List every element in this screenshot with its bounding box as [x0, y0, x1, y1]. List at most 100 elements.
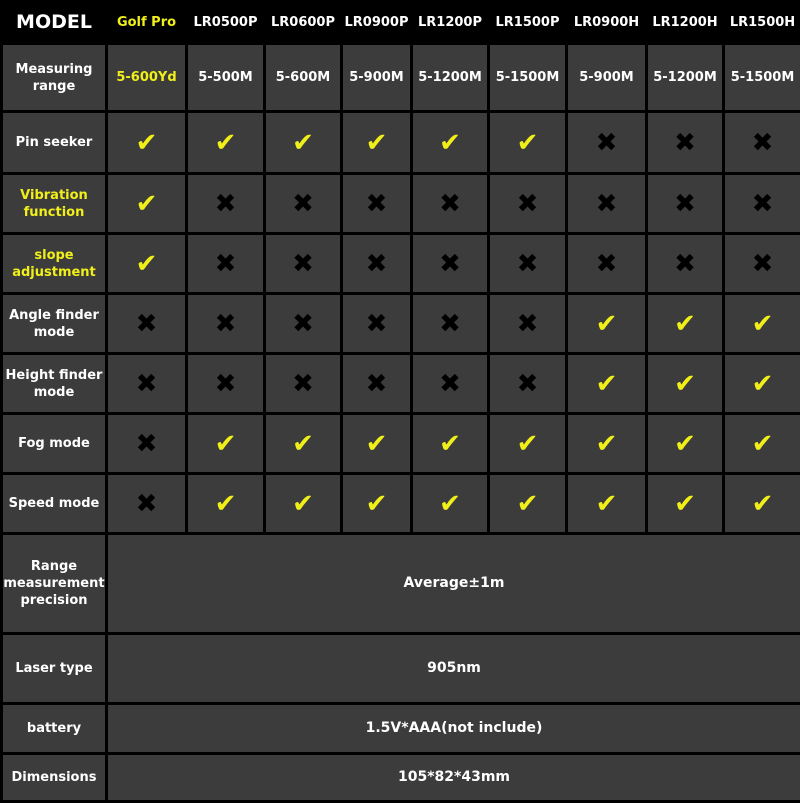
feature-cell: ✖	[342, 294, 412, 354]
cross-icon: ✖	[517, 189, 539, 219]
cross-icon: ✖	[517, 249, 539, 279]
feature-cell: ✔	[342, 414, 412, 474]
feature-cell: ✖	[724, 174, 800, 234]
feature-cell: ✖	[107, 294, 187, 354]
feature-cell: ✖	[187, 234, 265, 294]
range-value: 5-1500M	[489, 44, 567, 112]
feature-cell: ✔	[107, 112, 187, 174]
checkmark-icon: ✔	[596, 309, 618, 339]
model-name-lr0600p: LR0600P	[265, 2, 342, 44]
cross-icon: ✖	[674, 189, 696, 219]
feature-cell: ✔	[187, 112, 265, 174]
checkmark-icon: ✔	[292, 128, 314, 158]
model-name-golf-pro: Golf Pro	[107, 2, 187, 44]
feature-row: Fog mode✖✔✔✔✔✔✔✔✔	[2, 414, 800, 474]
feature-cell: ✖	[265, 174, 342, 234]
feature-cell: ✖	[647, 112, 724, 174]
checkmark-icon: ✔	[292, 489, 314, 519]
feature-cell: ✖	[412, 294, 489, 354]
cross-icon: ✖	[292, 249, 314, 279]
feature-cell: ✖	[265, 354, 342, 414]
cross-icon: ✖	[136, 489, 158, 519]
feature-cell: ✖	[265, 294, 342, 354]
model-header: MODEL	[2, 2, 107, 44]
row-label: Dimensions	[2, 754, 107, 802]
checkmark-icon: ✔	[215, 128, 237, 158]
checkmark-icon: ✔	[596, 489, 618, 519]
cross-icon: ✖	[517, 369, 539, 399]
feature-row: Vibration function✔✖✖✖✖✖✖✖✖	[2, 174, 800, 234]
row-label: Angle finder mode	[2, 294, 107, 354]
feature-cell: ✖	[567, 234, 647, 294]
feature-cell: ✖	[187, 354, 265, 414]
feature-cell: ✔	[412, 474, 489, 534]
cross-icon: ✖	[136, 429, 158, 459]
feature-cell: ✖	[489, 174, 567, 234]
checkmark-icon: ✔	[674, 309, 696, 339]
feature-cell: ✔	[724, 414, 800, 474]
feature-cell: ✔	[265, 474, 342, 534]
cross-icon: ✖	[366, 309, 388, 339]
feature-cell: ✖	[412, 174, 489, 234]
feature-cell: ✖	[107, 414, 187, 474]
feature-cell: ✖	[265, 234, 342, 294]
cross-icon: ✖	[596, 189, 618, 219]
range-value: 5-500M	[187, 44, 265, 112]
cross-icon: ✖	[215, 309, 237, 339]
checkmark-icon: ✔	[517, 128, 539, 158]
feature-row: Pin seeker✔✔✔✔✔✔✖✖✖	[2, 112, 800, 174]
row-label: Laser type	[2, 634, 107, 704]
checkmark-icon: ✔	[674, 489, 696, 519]
checkmark-icon: ✔	[439, 128, 461, 158]
checkmark-icon: ✔	[752, 489, 774, 519]
feature-cell: ✖	[342, 234, 412, 294]
range-value: 5-1200M	[647, 44, 724, 112]
cross-icon: ✖	[439, 249, 461, 279]
cross-icon: ✖	[215, 249, 237, 279]
range-value: 5-1500M	[724, 44, 800, 112]
row-label: Vibration function	[2, 174, 107, 234]
feature-row: Height finder mode✖✖✖✖✖✖✔✔✔	[2, 354, 800, 414]
feature-cell: ✖	[342, 174, 412, 234]
model-name-lr0900p: LR0900P	[342, 2, 412, 44]
cross-icon: ✖	[752, 249, 774, 279]
cross-icon: ✖	[136, 369, 158, 399]
cross-icon: ✖	[752, 128, 774, 158]
feature-cell: ✖	[567, 112, 647, 174]
checkmark-icon: ✔	[136, 249, 158, 279]
feature-cell: ✖	[412, 354, 489, 414]
checkmark-icon: ✔	[215, 489, 237, 519]
feature-cell: ✔	[724, 294, 800, 354]
feature-cell: ✖	[647, 174, 724, 234]
cross-icon: ✖	[292, 369, 314, 399]
range-value: 5-600M	[265, 44, 342, 112]
row-label: battery	[2, 704, 107, 754]
feature-cell: ✖	[489, 354, 567, 414]
feature-cell: ✔	[489, 414, 567, 474]
checkmark-icon: ✔	[674, 429, 696, 459]
feature-cell: ✖	[647, 234, 724, 294]
feature-cell: ✖	[489, 234, 567, 294]
range-value: 5-900M	[342, 44, 412, 112]
feature-row: slope adjustment✔✖✖✖✖✖✖✖✖	[2, 234, 800, 294]
feature-cell: ✔	[342, 112, 412, 174]
feature-cell: ✔	[647, 414, 724, 474]
model-name-lr0900h: LR0900H	[567, 2, 647, 44]
feature-cell: ✔	[647, 474, 724, 534]
checkmark-icon: ✔	[366, 489, 388, 519]
feature-cell: ✖	[342, 354, 412, 414]
cross-icon: ✖	[439, 309, 461, 339]
feature-cell: ✔	[412, 414, 489, 474]
spec-value: 1.5V*AAA(not include)	[107, 704, 800, 754]
checkmark-icon: ✔	[439, 489, 461, 519]
feature-cell: ✔	[647, 294, 724, 354]
feature-cell: ✔	[412, 112, 489, 174]
checkmark-icon: ✔	[517, 429, 539, 459]
checkmark-icon: ✔	[674, 369, 696, 399]
feature-cell: ✔	[567, 294, 647, 354]
feature-cell: ✔	[342, 474, 412, 534]
